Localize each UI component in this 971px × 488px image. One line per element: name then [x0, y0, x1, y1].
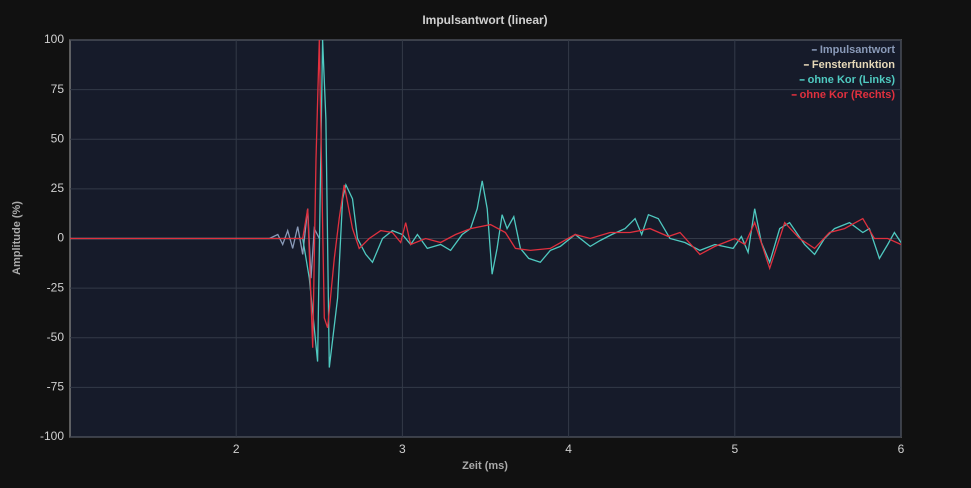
y-tick-label: 50 [51, 131, 65, 145]
y-tick-label: -75 [47, 380, 65, 394]
x-tick-label: 6 [898, 442, 905, 456]
legend-label: Impulsantwort [820, 44, 896, 56]
x-axis-title: Zeit (ms) [462, 460, 508, 472]
series-line [70, 40, 901, 348]
y-tick-label: 0 [57, 231, 64, 245]
x-tick-label: 3 [399, 442, 406, 456]
legend-label: ohne Kor (Rechts) [800, 89, 896, 101]
x-tick-label: 5 [731, 442, 738, 456]
y-axis-title: Amplitude (%) [11, 201, 23, 275]
y-tick-label: -25 [47, 280, 65, 294]
y-tick-label: -50 [47, 330, 65, 344]
y-tick-label: 75 [51, 82, 65, 96]
y-tick-label: -100 [40, 429, 64, 443]
x-tick-label: 2 [233, 442, 240, 456]
x-tick-label: 4 [565, 442, 572, 456]
y-tick-label: 100 [44, 32, 64, 46]
legend-label: ohne Kor (Links) [808, 74, 896, 86]
legend-label: Fensterfunktion [812, 59, 895, 71]
y-tick-label: 25 [51, 181, 65, 195]
series-line [70, 208, 320, 279]
chart-title: Impulsantwort (linear) [422, 13, 547, 27]
